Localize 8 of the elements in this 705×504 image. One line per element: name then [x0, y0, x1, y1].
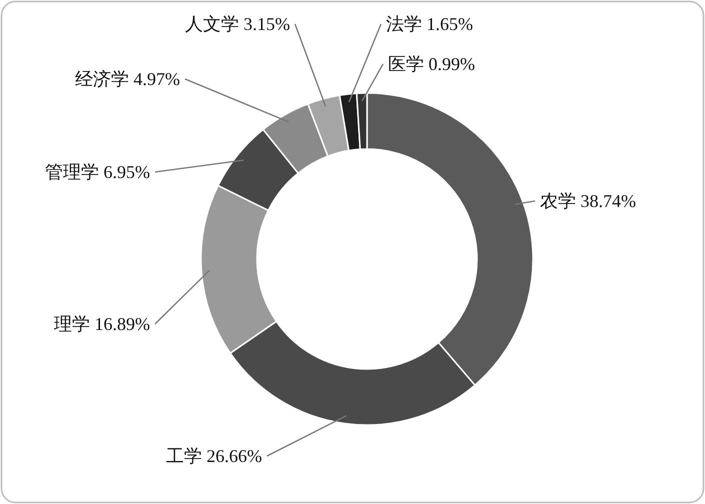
slice-label: 法学 1.65%	[386, 14, 473, 34]
slice-label: 理学 16.89%	[54, 314, 150, 334]
slice-label: 工学 26.66%	[166, 446, 262, 466]
slice-label: 农学 38.74%	[540, 191, 636, 211]
slice-label: 管理学 6.95%	[45, 162, 150, 182]
slice-label: 经济学 4.97%	[75, 69, 180, 89]
slice-label: 医学 0.99%	[388, 54, 475, 74]
slice-label: 人文学 3.15%	[185, 14, 290, 34]
